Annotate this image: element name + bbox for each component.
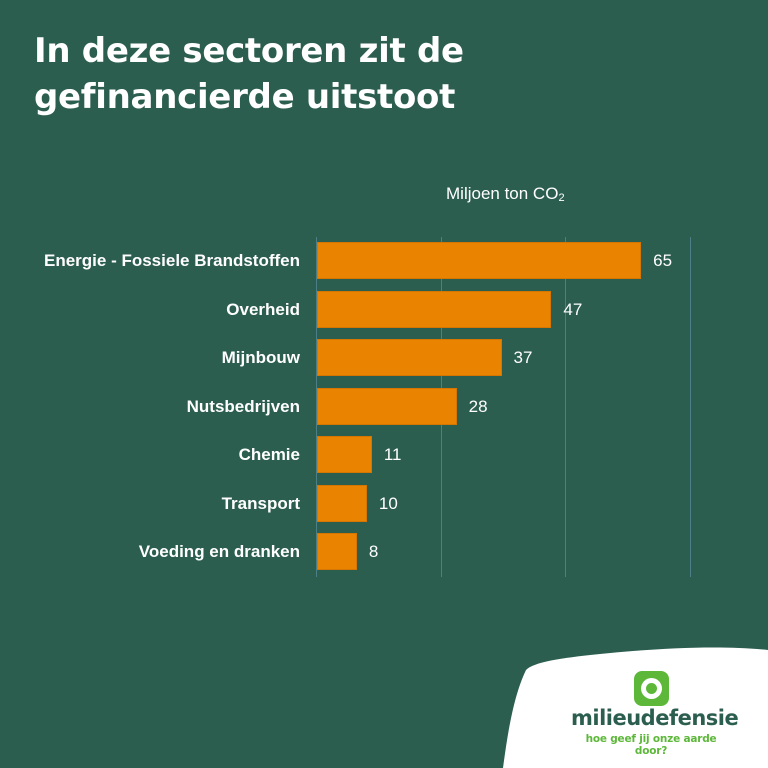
- chart-title-line-2: gefinancierde uitstoot: [34, 77, 456, 117]
- bar: [317, 436, 372, 473]
- category-label: Overheid: [226, 299, 300, 319]
- value-label: 65: [653, 251, 673, 270]
- bar: [317, 339, 502, 376]
- bar: [317, 533, 357, 570]
- brand-name: milieudefensie: [571, 706, 739, 730]
- bar: [317, 290, 552, 328]
- bar: [317, 242, 642, 279]
- bar-row: Energie - Fossiele Brandstoffen 65: [44, 242, 690, 280]
- value-label: 10: [378, 493, 398, 513]
- value-label: 8: [368, 542, 379, 561]
- axis-unit-subscript: 2: [558, 192, 565, 204]
- milieudefensie-logo-icon: [634, 671, 669, 706]
- value-label: 11: [383, 445, 402, 464]
- value-label: 28: [468, 396, 488, 416]
- value-label: 47: [563, 299, 583, 319]
- gridline: [690, 237, 691, 577]
- value-label: 37: [513, 348, 533, 367]
- bar-row: Transport 10: [222, 484, 690, 523]
- chart-title: In deze sectoren zit de gefinancierde ui…: [34, 28, 464, 120]
- bar-row: Mijnbouw 37: [222, 339, 690, 377]
- bar: [317, 484, 367, 522]
- bar-row: Chemie 11: [239, 436, 690, 474]
- category-label: Nutsbedrijven: [186, 396, 300, 416]
- bar: [317, 387, 457, 425]
- chart-title-line-1: In deze sectoren zit de: [34, 31, 464, 71]
- category-label: Mijnbouw: [221, 348, 300, 367]
- gridline: [565, 237, 566, 577]
- brand-tagline: hoe geef jij onze aarde door?: [585, 733, 717, 757]
- gridline: [316, 237, 317, 577]
- bar-chart-plot-area: Energie - Fossiele Brandstoffen 65 Overhei…: [44, 237, 691, 577]
- bar-row: Nutsbedrijven 28: [187, 387, 690, 426]
- category-label: Energie - Fossiele Brandstoffen: [44, 251, 300, 270]
- category-label: Voeding en dranken: [138, 542, 300, 561]
- category-label: Transport: [221, 493, 300, 513]
- category-label: Chemie: [238, 445, 300, 464]
- bar-row: Voeding en dranken 8: [139, 533, 690, 571]
- bar-row: Overheid 47: [226, 290, 690, 329]
- axis-unit-label: Miljoen ton CO2: [446, 184, 565, 204]
- logo-dot-icon: [646, 683, 657, 694]
- axis-unit-text: Miljoen ton CO: [446, 184, 559, 203]
